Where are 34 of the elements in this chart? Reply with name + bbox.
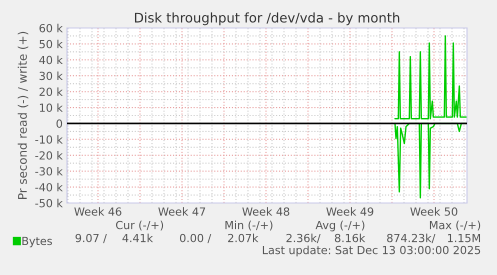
chart-title: Disk throughput for /dev/vda - by month bbox=[134, 12, 400, 26]
x-tick-label: Week 50 bbox=[410, 207, 458, 216]
line-series bbox=[394, 35, 467, 120]
text: 8.16k bbox=[334, 234, 366, 242]
text: Max (-/+) bbox=[430, 220, 480, 231]
y-tick-label: 30 k bbox=[40, 72, 63, 80]
x-tick-label: Week 48 bbox=[242, 207, 290, 216]
y-tick-label: -50 k bbox=[35, 198, 63, 208]
x-tick-label: Week 46 bbox=[74, 207, 122, 216]
y-tick-label: -10 k bbox=[35, 135, 63, 144]
text: 874.23k/ bbox=[387, 234, 436, 244]
y-tick-label: -20 k bbox=[35, 151, 63, 160]
y-tick-label: 60 k bbox=[40, 24, 63, 32]
text: 2.36k/ bbox=[286, 234, 321, 244]
text: 1.15M bbox=[448, 234, 480, 242]
legend-label: Bytes bbox=[22, 236, 52, 248]
text: 4.41k bbox=[122, 234, 154, 242]
y-axis-title: Pr second read (-) / write (+) bbox=[18, 32, 28, 199]
text: Avg (-/+) bbox=[316, 220, 364, 232]
y-tick-label: 40 k bbox=[39, 56, 63, 64]
text: Last update: Sat Dec 13 03:00:00 2025 bbox=[262, 246, 480, 256]
x-tick-label: Week 47 bbox=[158, 207, 206, 216]
y-tick-label: -40 k bbox=[35, 182, 63, 192]
text: Min (-/+) bbox=[225, 220, 272, 231]
text: 2.07k bbox=[228, 234, 258, 242]
y-tick-label: 50 k bbox=[40, 40, 63, 48]
text: 0.00 / bbox=[180, 234, 212, 244]
text: Cur (-/+) bbox=[116, 220, 164, 231]
x-tick-label: Week 49 bbox=[326, 207, 374, 216]
text: 9.07 / bbox=[76, 234, 107, 244]
y-tick-label: -30 k bbox=[35, 166, 63, 176]
y-tick-label: 0 bbox=[56, 119, 62, 128]
y-tick-label: 20 k bbox=[40, 87, 63, 96]
y-tick-label: 10 k bbox=[40, 103, 63, 112]
